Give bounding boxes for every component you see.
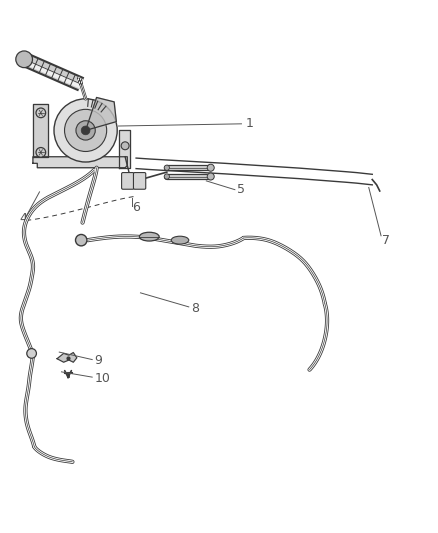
Circle shape — [64, 109, 106, 151]
Circle shape — [81, 126, 90, 135]
Text: 6: 6 — [131, 201, 139, 214]
Polygon shape — [33, 104, 48, 157]
Circle shape — [76, 121, 95, 140]
Ellipse shape — [171, 236, 188, 244]
Circle shape — [75, 235, 87, 246]
Circle shape — [121, 142, 129, 150]
Circle shape — [54, 99, 117, 162]
Polygon shape — [57, 352, 77, 362]
Circle shape — [36, 148, 46, 157]
Text: 10: 10 — [94, 372, 110, 385]
Circle shape — [207, 173, 214, 180]
Circle shape — [36, 108, 46, 118]
Text: 9: 9 — [94, 354, 102, 367]
Circle shape — [27, 349, 36, 358]
Text: 7: 7 — [381, 233, 389, 247]
Text: 4: 4 — [20, 212, 28, 225]
FancyBboxPatch shape — [121, 173, 134, 189]
Circle shape — [16, 51, 32, 68]
Polygon shape — [85, 98, 116, 131]
Ellipse shape — [139, 232, 159, 241]
Circle shape — [164, 174, 169, 179]
Polygon shape — [33, 157, 127, 168]
Text: 1: 1 — [245, 117, 253, 131]
Text: 5: 5 — [237, 183, 244, 196]
FancyBboxPatch shape — [133, 173, 145, 189]
Circle shape — [207, 164, 214, 171]
Circle shape — [164, 165, 169, 171]
Polygon shape — [118, 131, 129, 168]
Text: 8: 8 — [191, 302, 198, 314]
